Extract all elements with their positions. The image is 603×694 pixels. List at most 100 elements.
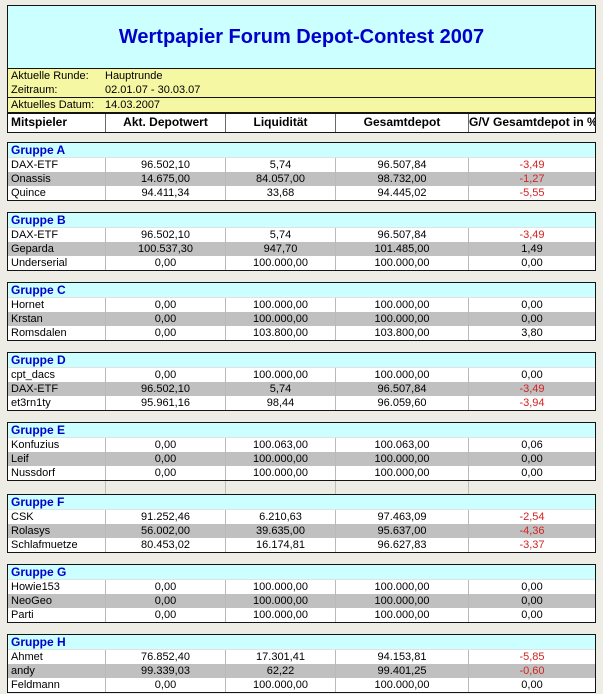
gv-percent-cell: -2,54 [468, 510, 595, 524]
header-box: Wertpapier Forum Depot-Contest 2007 Aktu… [7, 5, 596, 133]
value-cell: 94.411,34 [105, 186, 225, 200]
gv-percent-cell: -3,49 [468, 382, 595, 396]
info-value-datum: 14.03.2007 [105, 99, 161, 111]
player-row: Nussdorf 0,00 100.000,00 100.000,00 0,00 [8, 466, 595, 480]
value-cell: 0,00 [105, 438, 225, 452]
value-cell: 103.800,00 [225, 326, 335, 340]
player-row: Schlafmuetze 80.453,02 16.174,81 96.627,83-… [8, 538, 595, 552]
column-header-depotwert: Akt. Depotwert [105, 114, 225, 132]
player-name-cell: Romsdalen [11, 327, 67, 339]
player-name-cell: DAX-ETF [11, 383, 59, 395]
value-cell: 100.000,00 [225, 256, 335, 270]
group-header: Gruppe A [8, 143, 595, 158]
player-name-cell: Quince [11, 187, 46, 199]
value-cell: 0,00 [105, 678, 225, 692]
value-cell: 98,44 [225, 396, 335, 410]
spacer-cell [225, 481, 335, 494]
gv-percent-cell: -5,85 [468, 650, 595, 664]
player-name-cell: Nussdorf [11, 467, 56, 479]
value-cell: 5,74 [225, 228, 335, 242]
value-cell: 100.000,00 [335, 312, 468, 326]
value-cell: 6.210,63 [225, 510, 335, 524]
gv-percent-cell: -4,36 [468, 524, 595, 538]
gv-percent-cell: 0,06 [468, 438, 595, 452]
group-box: Gruppe B DAX-ETF 96.502,10 5,74 96.507,84 -3,… [7, 212, 596, 271]
value-cell: 96.502,10 [105, 158, 225, 172]
spacer-cell [105, 481, 225, 494]
value-cell: 95.961,16 [105, 396, 225, 410]
gv-percent-cell: 0,00 [468, 312, 595, 326]
player-row: Quince 94.411,34 33,68 94.445,02 -5,55 [8, 186, 595, 200]
player-name-cell: andy [11, 665, 35, 677]
groups-container: Gruppe A DAX-ETF 96.502,10 5,74 96.507,84 -3,… [7, 142, 596, 693]
group-box: Gruppe H Ahmet 76.852,40 17.301,41 94.153,81… [7, 634, 596, 693]
value-cell: 97.463,09 [335, 510, 468, 524]
value-cell: 96.627,83 [335, 538, 468, 552]
value-cell: 100.000,00 [335, 466, 468, 480]
value-cell: 96.507,84 [335, 228, 468, 242]
value-cell: 84.057,00 [225, 172, 335, 186]
group-header: Gruppe F [8, 495, 595, 510]
group-header: Gruppe H [8, 635, 595, 650]
value-cell: 100.000,00 [225, 452, 335, 466]
player-row: Leif 0,00 100.000,00 100.000,00 0,00 [8, 452, 595, 466]
value-cell: 100.000,00 [335, 608, 468, 622]
player-row: Feldmann 0,00 100.000,00 100.000,00 0,00 [8, 678, 595, 692]
group-box: Gruppe A DAX-ETF 96.502,10 5,74 96.507,84 -3,… [7, 142, 596, 201]
value-cell: 100.000,00 [335, 594, 468, 608]
player-row: Howie153 0,00 100.000,00 100.000,00 0,00 [8, 580, 595, 594]
gv-percent-cell: -3,37 [468, 538, 595, 552]
value-cell: 17.301,41 [225, 650, 335, 664]
player-name-cell: Geparda [11, 243, 54, 255]
player-name-cell: et3rn1ty [11, 397, 51, 409]
value-cell: 0,00 [105, 312, 225, 326]
value-cell: 100.000,00 [225, 608, 335, 622]
player-name-cell: cpt_dacs [11, 369, 56, 381]
value-cell: 95.637,00 [335, 524, 468, 538]
player-name-cell: Onassis [11, 173, 51, 185]
group-header: Gruppe E [8, 423, 595, 438]
player-name-cell: Leif [11, 453, 29, 465]
value-cell: 96.502,10 [105, 382, 225, 396]
gv-percent-cell: 3,80 [468, 326, 595, 340]
page-title: Wertpapier Forum Depot-Contest 2007 [8, 6, 595, 68]
player-name-cell: Hornet [11, 299, 45, 311]
player-name-cell: CSK [11, 511, 34, 523]
player-row: NeoGeo 0,00 100.000,00 100.000,00 0,00 [8, 594, 595, 608]
value-cell: 100.000,00 [335, 678, 468, 692]
gv-percent-cell: -5,55 [468, 186, 595, 200]
gv-percent-cell: 0,00 [468, 594, 595, 608]
value-cell: 100.000,00 [225, 594, 335, 608]
value-cell: 100.000,00 [335, 298, 468, 312]
value-cell: 0,00 [105, 466, 225, 480]
player-name-cell: Konfuzius [11, 439, 60, 451]
value-cell: 100.000,00 [225, 368, 335, 382]
gv-percent-cell: -3,49 [468, 158, 595, 172]
group-header: Gruppe B [8, 213, 595, 228]
player-name-cell: Krstan [11, 313, 43, 325]
player-row: DAX-ETF 96.502,10 5,74 96.507,84 -3,49 [8, 158, 595, 172]
gv-percent-cell: 0,00 [468, 678, 595, 692]
value-cell: 5,74 [225, 158, 335, 172]
player-row: Krstan 0,00 100.000,00 100.000,00 0,00 [8, 312, 595, 326]
value-cell: 14.675,00 [105, 172, 225, 186]
value-cell: 100.000,00 [335, 580, 468, 594]
player-row: cpt_dacs 0,00 100.000,00 100.000,00 0,00 [8, 368, 595, 382]
gv-percent-cell: 1,49 [468, 242, 595, 256]
player-row: Geparda 100.537,30 947,70 101.485,00 1,49 [8, 242, 595, 256]
value-cell: 94.153,81 [335, 650, 468, 664]
value-cell: 33,68 [225, 186, 335, 200]
gv-percent-cell: -1,27 [468, 172, 595, 186]
value-cell: 100.000,00 [225, 312, 335, 326]
value-cell: 100.000,00 [335, 368, 468, 382]
player-row: et3rn1ty 95.961,16 98,44 96.059,60 -3,94 [8, 396, 595, 410]
value-cell: 103.800,00 [335, 326, 468, 340]
grid-spacer [7, 481, 596, 494]
info-section: Aktuelle Runde: Hauptrunde Zeitraum: 02.… [8, 68, 595, 112]
value-cell: 99.401,25 [335, 664, 468, 678]
player-name-cell: Howie153 [11, 581, 60, 593]
group-header: Gruppe C [8, 283, 595, 298]
gv-percent-cell: 0,00 [468, 580, 595, 594]
